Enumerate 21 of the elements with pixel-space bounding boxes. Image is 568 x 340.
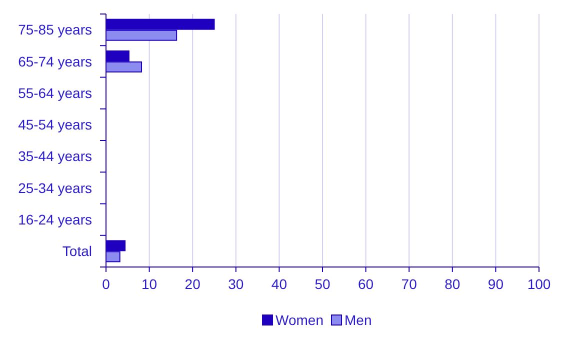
legend-label: Women xyxy=(276,312,324,328)
y-tick-label: 55-64 years xyxy=(18,84,92,101)
x-tick-label: 50 xyxy=(314,276,330,292)
x-tick-label: 60 xyxy=(358,276,374,292)
x-tick-label: 70 xyxy=(401,276,418,292)
x-tick-label: 90 xyxy=(488,276,504,292)
x-tick-label: 80 xyxy=(444,276,460,292)
x-tick-label: 20 xyxy=(184,276,201,292)
y-tick-label: 35-44 years xyxy=(18,148,92,164)
x-tick-label: 30 xyxy=(228,276,244,292)
x-tick-label: 100 xyxy=(527,276,551,292)
y-tick-label: Total xyxy=(62,243,92,260)
y-tick-label: 25-34 years xyxy=(18,180,92,196)
y-tick-label: 16-24 years xyxy=(18,211,92,228)
legend-label: Men xyxy=(344,312,372,328)
y-tick-label: 65-74 years xyxy=(18,53,92,70)
x-tick-label: 10 xyxy=(142,276,158,292)
x-tick-label: 0 xyxy=(102,276,110,292)
y-tick-label: 75-85 years xyxy=(18,22,92,38)
y-tick-label: 45-54 years xyxy=(18,116,92,133)
x-tick-label: 40 xyxy=(271,276,288,292)
